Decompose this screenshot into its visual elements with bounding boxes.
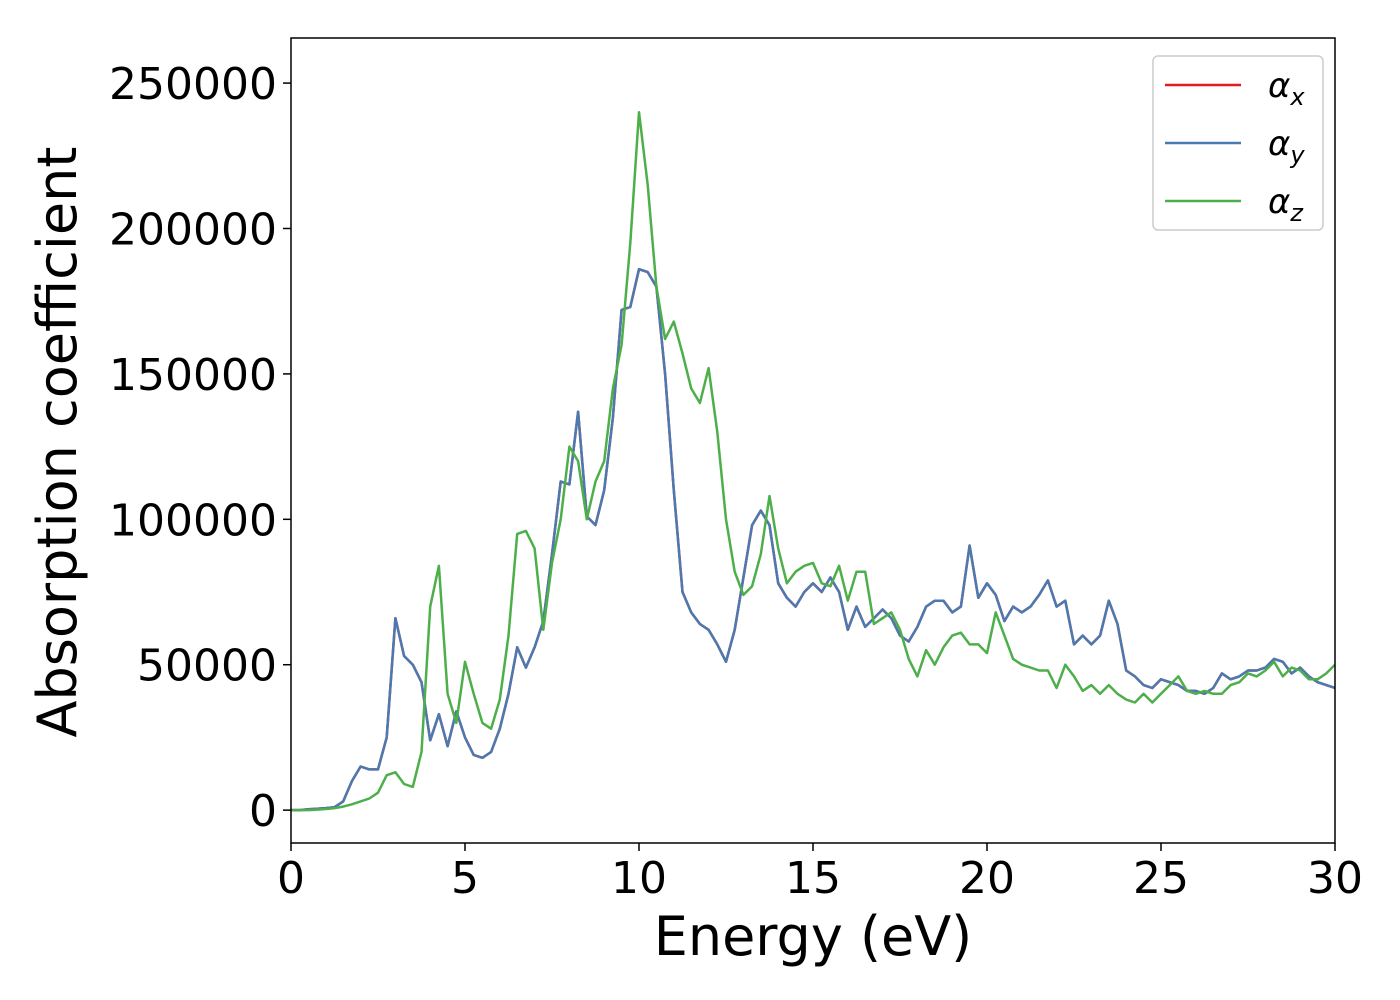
y-tick-label: 250000 — [109, 59, 277, 110]
y-tick-label: 100000 — [109, 495, 277, 546]
y-tick-label: 50000 — [137, 641, 277, 692]
line-series — [291, 110, 1335, 812]
line-series — [291, 267, 1335, 812]
x-tick-label: 5 — [451, 853, 479, 904]
legend-label: αz — [1268, 182, 1304, 227]
y-tick-label: 150000 — [109, 350, 277, 401]
x-axis-label: Energy (eV) — [654, 905, 973, 968]
legend-label: αy — [1268, 124, 1305, 169]
x-tick-label: 25 — [1133, 853, 1189, 904]
line-series — [291, 267, 1335, 812]
legend-label: αx — [1268, 66, 1305, 111]
x-tick-label: 15 — [785, 853, 841, 904]
y-axis-label: Absorption coefficient — [26, 147, 89, 738]
x-tick-label: 20 — [959, 853, 1015, 904]
x-tick-label: 30 — [1307, 853, 1363, 904]
plot-frame — [290, 37, 1336, 844]
x-tick-label: 0 — [277, 853, 305, 904]
y-tick-label: 200000 — [109, 204, 277, 255]
y-tick-label: 0 — [249, 786, 277, 837]
x-tick-label: 10 — [611, 853, 667, 904]
